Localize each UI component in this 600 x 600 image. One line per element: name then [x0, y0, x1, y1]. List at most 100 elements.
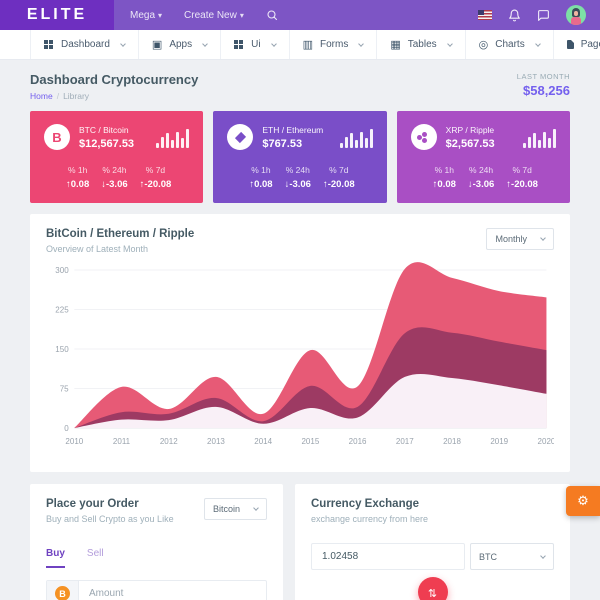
app-logo[interactable]: ELITE	[0, 0, 114, 30]
stat-value: ↓-3.06	[284, 179, 311, 190]
amount-input[interactable]	[79, 581, 266, 600]
ethereum-diamond	[234, 131, 246, 143]
sparkline-bars	[522, 126, 556, 148]
nav-apps[interactable]: Apps	[139, 30, 222, 59]
theme-settings-button[interactable]	[566, 486, 600, 516]
breadcrumb-home-link[interactable]: Home	[30, 91, 53, 101]
charts-icon	[479, 39, 489, 50]
nav-dashboard-label: Dashboard	[61, 39, 110, 50]
currency-exchange-card: Currency Exchange exchange currency from…	[295, 484, 570, 600]
messages-icon[interactable]	[537, 9, 550, 22]
coin-price: $12,567.53	[79, 137, 135, 150]
chevron-down-icon	[270, 40, 277, 47]
order-card-title: Place your Order	[46, 498, 139, 510]
nav-charts-label: Charts	[495, 39, 525, 50]
user-avatar[interactable]	[566, 5, 586, 25]
chart-title: BitCoin / Ethereum / Ripple	[46, 228, 195, 240]
chevron-down-icon	[446, 40, 453, 47]
ui-grid-icon	[234, 40, 239, 44]
coin-stats: % 1h ↑0.08 % 24h ↓-3.06 % 7d ↑-20.08	[411, 165, 556, 190]
menu-mega[interactable]: Mega	[130, 10, 162, 21]
svg-text:2013: 2013	[207, 437, 225, 446]
topbar-menu: Mega Create New	[130, 0, 478, 30]
svg-text:2018: 2018	[443, 437, 461, 446]
tab-buy[interactable]: Buy	[46, 548, 65, 568]
stat-value: ↓-3.06	[467, 179, 495, 190]
svg-text:150: 150	[55, 345, 69, 354]
svg-text:225: 225	[55, 305, 69, 314]
exchange-amount-input[interactable]	[311, 543, 465, 570]
nav-ui[interactable]: Ui	[221, 30, 290, 59]
exchange-card-title: Currency Exchange	[311, 498, 420, 510]
stat-label: % 7d	[329, 165, 349, 175]
swap-arrows-icon	[428, 585, 437, 600]
nav-ui-label: Ui	[251, 39, 261, 50]
nav-tables[interactable]: Tables	[377, 30, 466, 59]
bitcoin-icon: B	[44, 124, 70, 150]
place-order-card: Place your Order Buy and Sell Crypto as …	[30, 484, 283, 600]
svg-text:2011: 2011	[113, 437, 131, 446]
tab-sell[interactable]: Sell	[86, 548, 104, 559]
order-coin-select[interactable]: Bitcoin	[203, 498, 267, 520]
search-icon[interactable]	[266, 9, 278, 21]
stat-value: ↑0.08	[432, 179, 456, 190]
nav-pages-label: Pages	[580, 39, 600, 50]
stat-value: ↑0.08	[66, 179, 90, 190]
period-select[interactable]: Monthly	[486, 228, 554, 250]
amount-input-group: B	[46, 580, 267, 600]
exchange-currency-select[interactable]: BTC	[470, 543, 554, 570]
stat-value: ↑-20.08	[322, 179, 355, 190]
nav-forms[interactable]: Forms	[290, 30, 378, 59]
crypto-cards-row: B BTC / Bitcoin $12,567.53 % 1h ↑0.08 % 2…	[30, 111, 570, 203]
menu-create-new-label: Create New	[184, 9, 237, 21]
svg-text:2012: 2012	[160, 437, 178, 446]
exchange-from-row: BTC	[311, 543, 554, 570]
svg-text:300: 300	[55, 266, 69, 275]
stat-value: ↑-20.08	[139, 179, 172, 190]
breadcrumb: Home / Library	[30, 91, 198, 101]
last-month-value: $58,256	[523, 83, 570, 98]
page-header: Dashboard Cryptocurrency Home / Library LA…	[30, 60, 570, 101]
nav-tables-label: Tables	[407, 39, 437, 50]
svg-text:2014: 2014	[254, 437, 272, 446]
topbar-actions	[478, 0, 586, 30]
swap-currencies-button[interactable]	[417, 577, 448, 600]
bitcoin-letter: B	[52, 129, 62, 145]
nav-forms-label: Forms	[319, 39, 349, 50]
stat-label: % 24h	[102, 165, 127, 175]
nav-dashboard[interactable]: Dashboard	[30, 30, 139, 59]
chevron-down-icon	[540, 552, 546, 559]
xrp-card[interactable]: XRP / Ripple $2,567.53 % 1h ↑0.08 % 24h ↓-…	[396, 111, 570, 203]
svg-text:2020: 2020	[538, 437, 554, 446]
avatar-shirt	[571, 17, 581, 25]
last-month-summary: LAST MONTH $58,256	[517, 72, 570, 98]
apps-icon	[152, 39, 162, 50]
chart-subtitle: Overview of Latest Month	[46, 244, 149, 254]
svg-text:2016: 2016	[349, 437, 367, 446]
stat-label: % 24h	[469, 165, 494, 175]
eth-card[interactable]: ETH / Ethereum $767.53 % 1h ↑0.08 % 24h ↓-…	[213, 111, 387, 203]
svg-text:2010: 2010	[65, 437, 83, 446]
svg-text:0: 0	[64, 424, 69, 433]
menu-mega-label: Mega	[130, 9, 156, 21]
gear-icon	[577, 493, 589, 509]
sparkline-bars	[339, 126, 373, 148]
exchange-card-subtitle: exchange currency from here	[311, 514, 429, 524]
notifications-bell-icon[interactable]	[508, 9, 521, 22]
order-card-subtitle: Buy and Sell Crypto as you Like	[46, 514, 174, 524]
nav-charts[interactable]: Charts	[466, 30, 554, 59]
bitcoin-addon-icon: B	[47, 581, 79, 600]
language-flag-icon[interactable]	[478, 10, 492, 20]
svg-text:2019: 2019	[490, 437, 508, 446]
nav-pages[interactable]: Pages	[554, 30, 600, 59]
coin-price: $2,567.53	[445, 137, 495, 150]
menu-create-new[interactable]: Create New	[184, 10, 244, 21]
stat-label: % 1h	[434, 165, 454, 175]
stat-value: ↑0.08	[249, 179, 273, 190]
stat-label: % 7d	[512, 165, 532, 175]
svg-text:75: 75	[60, 384, 69, 393]
main-navbar: Dashboard Apps Ui Forms Tables Charts Pa…	[0, 30, 600, 60]
btc-card[interactable]: B BTC / Bitcoin $12,567.53 % 1h ↑0.08 % 2…	[30, 111, 204, 203]
dashboard-grid-icon	[44, 40, 48, 44]
exchange-currency-value: BTC	[479, 551, 497, 562]
